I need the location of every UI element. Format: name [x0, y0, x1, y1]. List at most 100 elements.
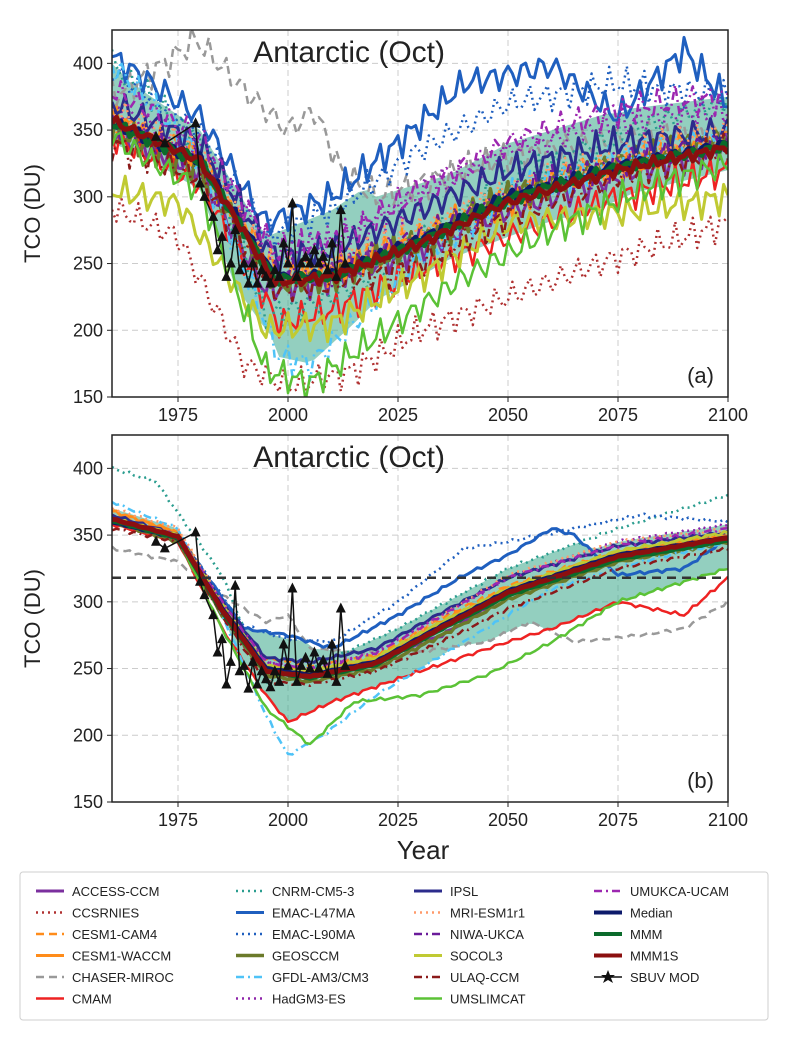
legend-item-geosccm: GEOSCCM	[236, 949, 339, 964]
series-line-umukca-ucam	[112, 80, 728, 263]
legend-label: MRI-ESM1r1	[450, 906, 525, 921]
legend-item-cnrm-cm5-3: CNRM-CM5-3	[236, 884, 354, 899]
x-tick-label: 2025	[378, 405, 418, 425]
obs-marker	[322, 264, 333, 275]
obs-marker	[287, 197, 298, 208]
obs-marker	[234, 665, 245, 676]
legend-item-umslimcat: UMSLIMCAT	[414, 992, 526, 1007]
obs-marker	[234, 264, 245, 275]
obs-marker	[190, 526, 201, 537]
legend-item-gfdl-am3-cm3: GFDL-AM3/CM3	[236, 970, 369, 985]
legend-item-mmm: MMM	[594, 927, 663, 942]
legend-item-access-ccm: ACCESS-CCM	[36, 884, 159, 899]
obs-marker	[269, 665, 280, 676]
plot-area	[112, 465, 728, 756]
legend-item-ccsrnies: CCSRNIES	[36, 906, 140, 921]
obs-marker	[199, 589, 210, 600]
x-axis-label: Year	[397, 835, 450, 865]
obs-marker	[331, 675, 342, 686]
plot-frame	[111, 434, 729, 803]
legend-item-emac-l90ma: EMAC-L90MA	[236, 927, 355, 942]
obs-marker	[305, 662, 315, 673]
x-tick-label: 2100	[708, 405, 748, 425]
x-tick-label: 1975	[158, 405, 198, 425]
panel-b: 1975 2000 2025 2050 2075 2100 150 200 250 300 350 4…	[20, 434, 748, 830]
y-axis-label: TCO (DU)	[20, 164, 45, 263]
obs-marker	[225, 655, 236, 666]
obs-marker	[335, 602, 346, 613]
legend-item-mri-esm1r1: MRI-ESM1r1	[414, 906, 525, 921]
obs-marker	[208, 210, 219, 221]
legend-box	[19, 871, 769, 1021]
legend-label: GEOSCCM	[272, 949, 339, 964]
legend-label: SOCOL3	[450, 949, 503, 964]
obs-marker	[287, 582, 298, 593]
x-tick-label: 2100	[708, 810, 748, 830]
legend-item-chaser-miroc: CHASER-MIROC	[36, 970, 174, 985]
series-line-mmm1s	[112, 516, 728, 679]
obs-marker	[278, 638, 289, 649]
plot-frame	[111, 29, 729, 398]
y-tick-label: 400	[73, 458, 103, 478]
obs-marker	[225, 257, 236, 268]
y-tick-label: 200	[73, 320, 103, 340]
legend-label: CMAM	[72, 992, 112, 1007]
obs-marker	[159, 542, 170, 553]
obs-marker	[159, 137, 170, 148]
y-axis-label: TCO (DU)	[20, 569, 45, 668]
obs-marker	[230, 224, 241, 235]
legend-label: IPSL	[450, 884, 478, 899]
obs-marker	[239, 659, 249, 670]
legend-item-emac-l47ma: EMAC-L47MA	[236, 906, 355, 921]
obs-marker	[261, 673, 271, 684]
obs-marker	[283, 659, 293, 670]
panel-label: (b)	[687, 768, 714, 793]
legend: ACCESS-CCM CCSRNIES CESM1-CAM4 CESM1-WACCM C…	[19, 871, 769, 1021]
legend-item-mmm1s: MMM1S	[594, 949, 679, 964]
obs-marker	[309, 646, 320, 657]
obs-marker	[212, 646, 223, 657]
legend-label: EMAC-L47MA	[272, 906, 355, 921]
obs-marker	[151, 535, 161, 546]
x-tick-label: 2000	[268, 405, 308, 425]
obs-marker	[265, 681, 276, 692]
obs-marker	[252, 678, 263, 689]
obs-marker	[247, 257, 258, 268]
obs-marker	[274, 270, 285, 281]
obs-marker	[247, 655, 258, 666]
obs-marker	[283, 257, 293, 268]
legend-item-hadgm3-es: HadGM3-ES	[236, 992, 346, 1007]
legend-item-ulaq-ccm: ULAQ-CCM	[414, 970, 519, 985]
legend-label: NIWA-UKCA	[450, 927, 524, 942]
obs-marker	[252, 277, 263, 288]
obs-marker	[322, 667, 333, 678]
obs-marker	[239, 257, 249, 268]
legend-item-sbuv-mod: SBUV MOD	[594, 970, 699, 985]
obs-marker	[190, 117, 201, 128]
obs-marker	[318, 654, 329, 665]
legend-item-niwa-ukca: NIWA-UKCA	[414, 927, 524, 942]
legend-label: EMAC-L90MA	[272, 927, 355, 942]
legend-item-median: Median	[594, 906, 673, 921]
y-tick-label: 200	[73, 725, 103, 745]
obs-marker	[309, 244, 320, 255]
legend-label: CESM1-WACCM	[72, 949, 171, 964]
y-tick-label: 400	[73, 53, 103, 73]
legend-label: ACCESS-CCM	[72, 884, 159, 899]
star-marker-icon	[601, 970, 615, 983]
x-tick-label: 2000	[268, 810, 308, 830]
legend-label: UMUKCA-UCAM	[630, 884, 729, 899]
legend-item-umukca-ucam: UMUKCA-UCAM	[594, 884, 729, 899]
obs-marker	[256, 665, 267, 676]
x-tick-label: 2075	[598, 810, 638, 830]
obs-marker	[217, 633, 227, 644]
panel-title: Antarctic (Oct)	[253, 441, 445, 474]
obs-marker	[195, 177, 205, 188]
y-tick-label: 350	[73, 525, 103, 545]
obs-marker	[243, 277, 254, 288]
panel-title: Antarctic (Oct)	[253, 36, 445, 69]
legend-label: SBUV MOD	[630, 970, 699, 985]
legend-label: CESM1-CAM4	[72, 927, 157, 942]
series-line-hadgm3-es	[112, 91, 728, 266]
